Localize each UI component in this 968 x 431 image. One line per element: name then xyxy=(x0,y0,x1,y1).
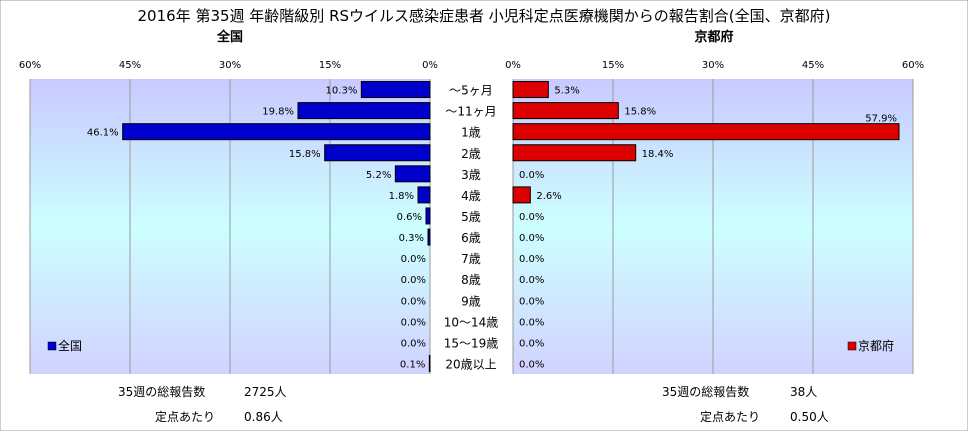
data-label-kyoto: 2.6% xyxy=(536,191,561,202)
bar-national xyxy=(360,81,431,99)
bar-national xyxy=(324,144,431,162)
data-label-national: 19.8% xyxy=(262,107,294,118)
footer-kyoto-per-site-label: 定点あたり xyxy=(700,409,760,424)
category-label: 5歳 xyxy=(461,210,481,224)
data-label-national: 0.0% xyxy=(401,338,426,349)
legend-swatch-kyoto xyxy=(847,341,857,351)
bar-kyoto xyxy=(512,102,619,120)
category-labels: ～5ヶ月 ～11ヶ月 1歳 2歳 3歳 4歳 5歳 6歳 7歳 8歳 9歳 10～14歳 15～19歳 2… xyxy=(444,84,499,372)
footer-national-per-site-value: 0.86人 xyxy=(244,410,283,424)
data-label-national: 1.8% xyxy=(389,191,414,202)
tick-label-national: 0% xyxy=(422,60,438,71)
panel-title-national: 全国 xyxy=(216,29,243,45)
bar-kyoto xyxy=(512,123,900,141)
footer-national-per-site-label: 定点あたり xyxy=(155,409,215,424)
chart-title: 2016年 第35週 年齢階級別 RSウイルス感染症患者 小児科定点医療機関から… xyxy=(138,7,831,25)
data-label-national: 0.3% xyxy=(399,233,424,244)
data-label-kyoto: 57.9% xyxy=(865,114,897,125)
data-label-national: 0.6% xyxy=(397,212,422,223)
footer-kyoto: 35週の総報告数 38人 定点あたり 0.50人 xyxy=(662,384,829,424)
category-label: 1歳 xyxy=(461,126,481,140)
legend-kyoto: 京都府 xyxy=(847,338,894,353)
tick-label-kyoto: 0% xyxy=(505,60,521,71)
bar-national xyxy=(427,228,431,246)
legend-national: 全国 xyxy=(47,338,82,353)
data-label-kyoto: 0.0% xyxy=(519,296,544,307)
tick-label-national: 30% xyxy=(219,60,241,71)
category-label: ～11ヶ月 xyxy=(445,105,496,119)
data-label-kyoto: 0.0% xyxy=(519,359,544,370)
bar-national xyxy=(394,165,431,183)
footer-kyoto-reports-label: 35週の総報告数 xyxy=(662,384,749,399)
data-label-kyoto: 0.0% xyxy=(519,338,544,349)
category-label: ～5ヶ月 xyxy=(449,84,493,98)
data-label-national: 5.2% xyxy=(366,170,391,181)
data-label-national: 46.1% xyxy=(87,128,119,139)
panel-national: 60% 45% 30% 15% 0% 10.3% 19.8% 46.1% 15.8% 5.2% 1.… xyxy=(19,60,438,374)
tick-label-kyoto: 30% xyxy=(702,60,724,71)
category-label: 8歳 xyxy=(461,273,481,287)
bar-kyoto xyxy=(512,186,531,204)
data-label-kyoto: 0.0% xyxy=(519,170,544,181)
category-label: 7歳 xyxy=(461,252,481,266)
data-label-kyoto: 0.0% xyxy=(519,212,544,223)
footer-kyoto-per-site-value: 0.50人 xyxy=(790,410,829,424)
category-label: 4歳 xyxy=(461,189,481,203)
panel-title-kyoto: 京都府 xyxy=(694,29,733,45)
bar-national xyxy=(417,186,431,204)
category-label: 9歳 xyxy=(461,294,481,308)
footer-national-reports-value: 2725人 xyxy=(244,385,287,399)
category-label: 15～19歳 xyxy=(444,336,499,350)
tick-label-national: 60% xyxy=(19,60,41,71)
legend-swatch-national xyxy=(47,341,57,351)
data-label-kyoto: 0.0% xyxy=(519,233,544,244)
category-label: 3歳 xyxy=(461,168,481,182)
bar-national xyxy=(122,123,431,141)
data-label-kyoto: 0.0% xyxy=(519,275,544,286)
data-label-national: 0.0% xyxy=(401,296,426,307)
legend-label-kyoto: 京都府 xyxy=(858,338,894,353)
data-label-kyoto: 5.3% xyxy=(554,86,579,97)
category-label: 2歳 xyxy=(461,147,481,161)
footer-national: 35週の総報告数 2725人 定点あたり 0.86人 xyxy=(118,384,287,424)
data-label-national: 10.3% xyxy=(326,86,358,97)
data-label-national: 0.0% xyxy=(401,254,426,265)
bar-kyoto xyxy=(512,81,549,99)
data-label-kyoto: 15.8% xyxy=(624,107,656,118)
category-label: 6歳 xyxy=(461,231,481,245)
footer-kyoto-reports-value: 38人 xyxy=(790,385,817,399)
category-label: 10～14歳 xyxy=(444,315,499,329)
tick-label-kyoto: 45% xyxy=(802,60,824,71)
tick-label-kyoto: 60% xyxy=(902,60,924,71)
category-label: 20歳以上 xyxy=(445,357,496,371)
data-label-national: 0.1% xyxy=(400,359,425,370)
data-label-kyoto: 0.0% xyxy=(519,254,544,265)
data-label-national: 0.0% xyxy=(401,317,426,328)
panel-kyoto: 0% 15% 30% 45% 60% 5.3% 15.8% 57.9% 18.4% 0.0% 2.6… xyxy=(505,60,924,374)
data-label-national: 0.0% xyxy=(401,275,426,286)
data-label-kyoto: 18.4% xyxy=(642,149,674,160)
legend-label-national: 全国 xyxy=(58,338,82,353)
bar-national xyxy=(425,207,431,225)
bar-national xyxy=(297,102,431,120)
bar-kyoto xyxy=(512,144,637,162)
tick-label-kyoto: 15% xyxy=(602,60,624,71)
data-label-national: 15.8% xyxy=(289,149,321,160)
footer-national-reports-label: 35週の総報告数 xyxy=(118,384,205,399)
tick-label-national: 15% xyxy=(319,60,341,71)
tick-label-national: 45% xyxy=(119,60,141,71)
data-label-kyoto: 0.0% xyxy=(519,317,544,328)
bar-national xyxy=(428,354,431,372)
